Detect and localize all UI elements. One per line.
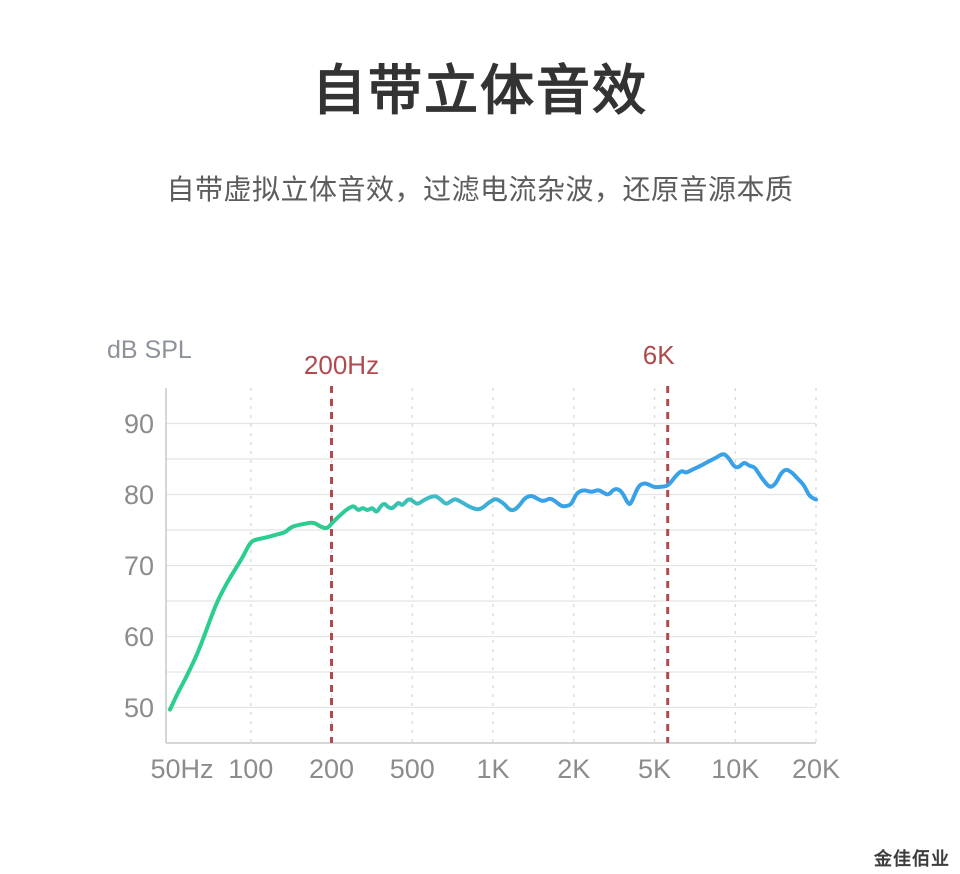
x-tick-label-5K: 5K [638,754,671,784]
page-subtitle: 自带虚拟立体音效，过滤电流杂波，还原音源本质 [166,174,794,205]
horizontal-gridlines [166,422,816,709]
y-tick-label-90: 90 [124,409,154,439]
x-tick-label-1K: 1K [476,754,509,784]
y-axis-title: dB SPL [107,336,192,364]
brand-watermark: 金佳佰业 [874,849,950,869]
x-tick-label-50Hz: 50Hz [150,754,213,784]
x-tick-label-200: 200 [309,754,354,784]
y-tick-label-70: 70 [124,551,154,581]
marker-label-200Hz: 200Hz [304,350,379,380]
page-title: 自带立体音效 [312,61,648,121]
y-tick-label-80: 80 [124,480,154,510]
x-tick-label-10K: 10K [711,754,759,784]
x-tick-label-20K: 20K [792,754,840,784]
y-tick-label-50: 50 [124,693,154,723]
y-tick-label-60: 60 [124,622,154,652]
x-tick-label-100: 100 [228,754,273,784]
frequency-response-curve [168,452,818,712]
x-tick-label-2K: 2K [557,754,590,784]
x-tick-label-500: 500 [390,754,435,784]
marker-label-6K: 6K [643,340,675,370]
frequency-response-chart: 200Hz 6K dB SPL 90 80 70 60 50 50Hz 100 200 500 1K 2K… [107,336,840,784]
